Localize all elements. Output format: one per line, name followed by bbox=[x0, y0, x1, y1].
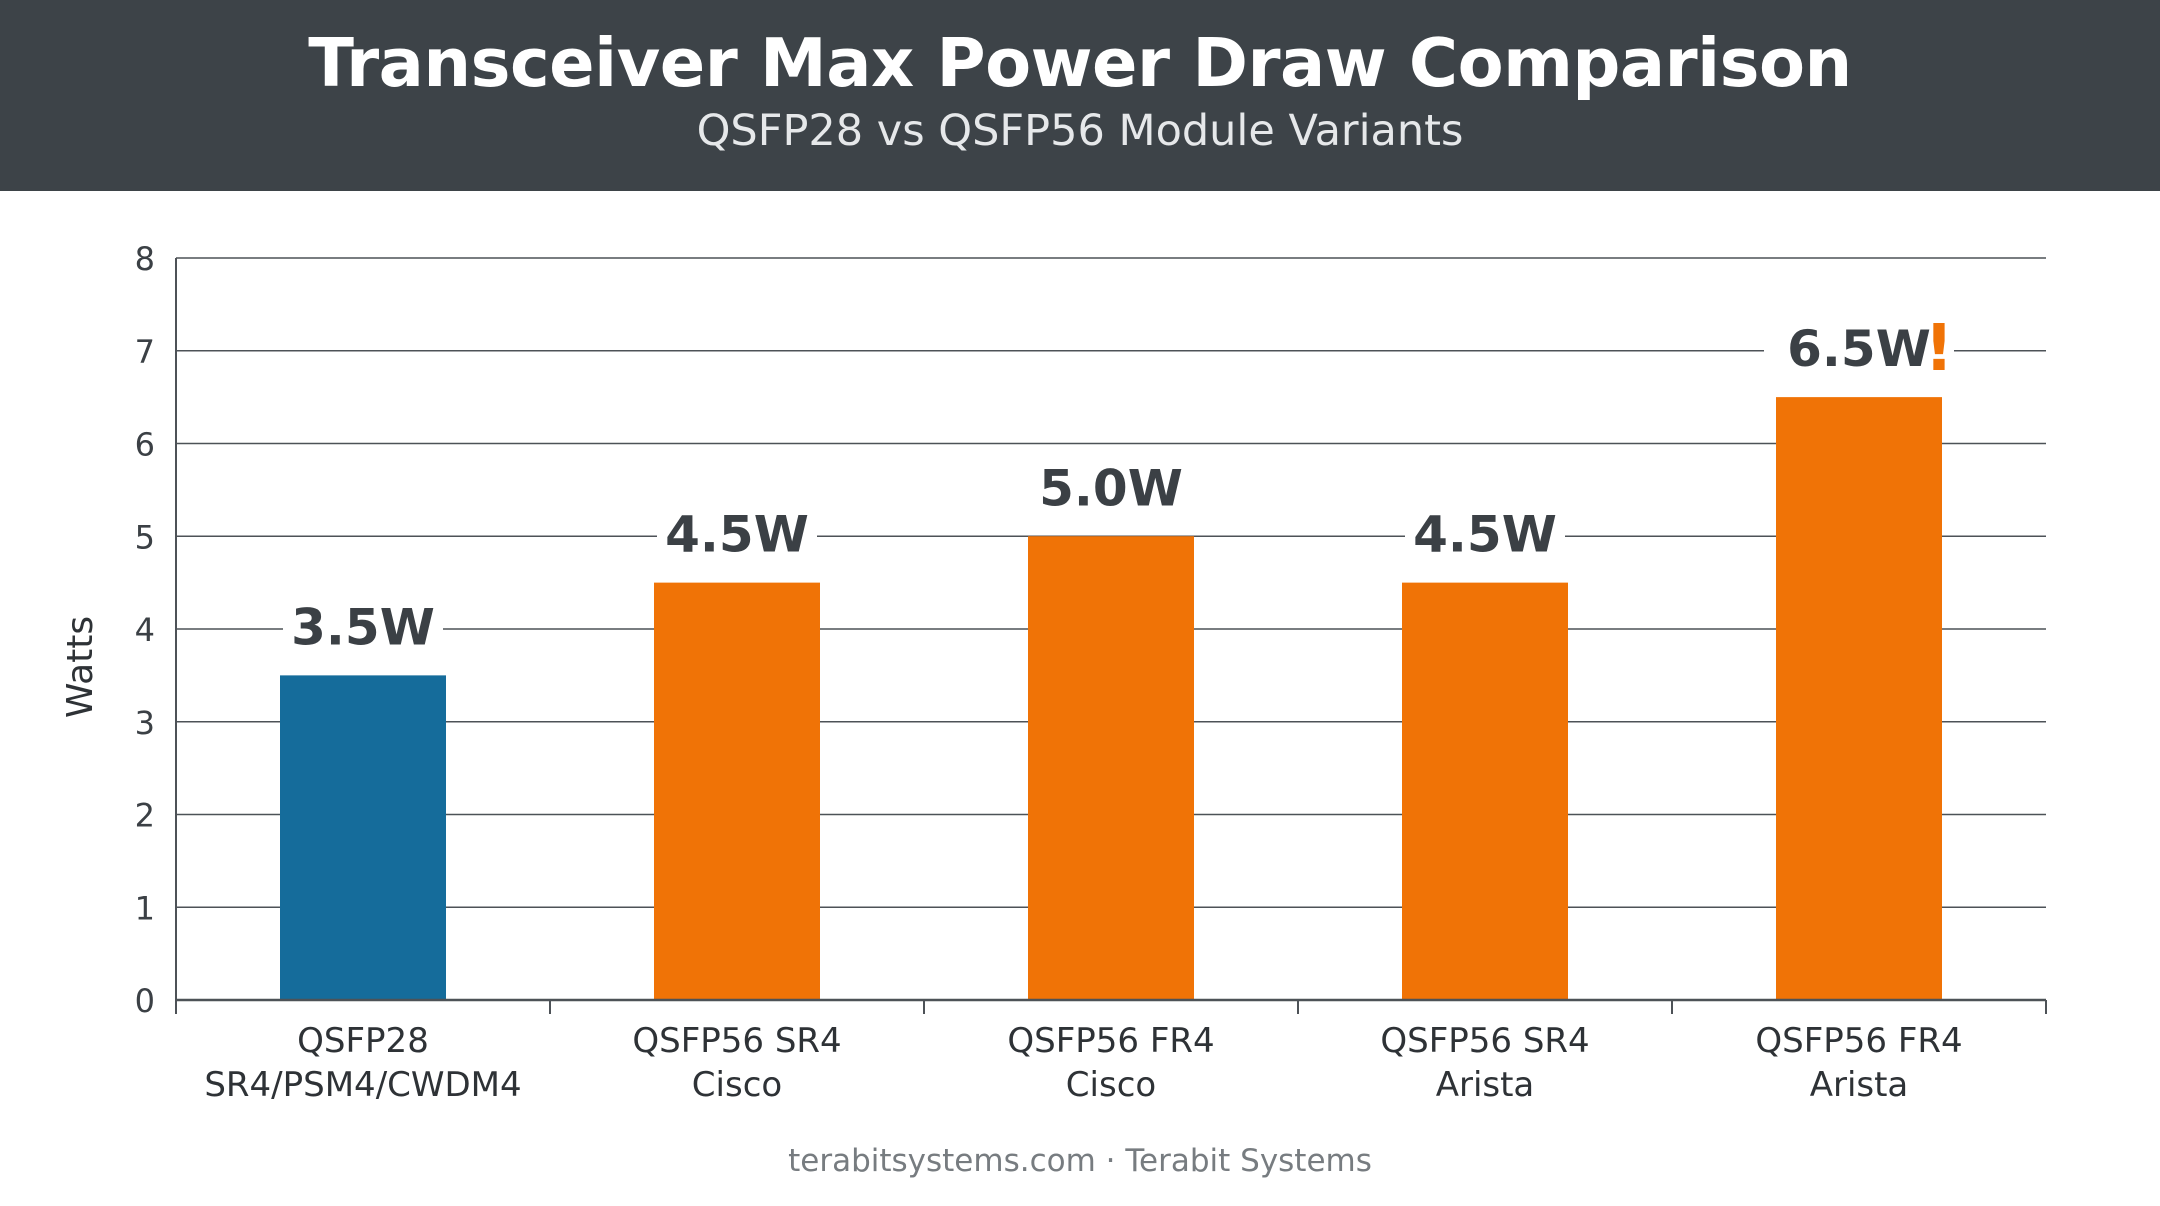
source-footer: terabitsystems.com · Terabit Systems bbox=[788, 1143, 1372, 1179]
y-tick-label: 2 bbox=[135, 797, 155, 835]
y-axis-label: Watts bbox=[60, 616, 101, 718]
label-backdrop bbox=[1405, 493, 1565, 564]
x-tick-label: Cisco bbox=[692, 1065, 782, 1105]
x-tick-label: Cisco bbox=[1066, 1065, 1156, 1105]
y-tick-label: 5 bbox=[135, 518, 155, 556]
y-tick-label: 3 bbox=[135, 704, 155, 742]
bar bbox=[280, 675, 446, 1000]
x-tick-label: QSFP56 SR4 bbox=[1380, 1021, 1589, 1061]
x-tick-label: SR4/PSM4/CWDM4 bbox=[204, 1065, 521, 1105]
y-tick-label: 7 bbox=[135, 333, 155, 371]
bar bbox=[654, 582, 820, 1000]
label-backdrop bbox=[1764, 308, 1954, 379]
bar bbox=[1028, 536, 1194, 1000]
x-tick-label: Arista bbox=[1810, 1065, 1909, 1105]
data-labels: 3.5W 4.5W 5.0W 4.5W 6.5W! bbox=[291, 312, 1953, 656]
data-label: 4.5W bbox=[1413, 506, 1557, 564]
y-tick-label: 6 bbox=[135, 426, 155, 464]
data-label: 5.0W bbox=[1039, 459, 1183, 517]
y-tick-label: 0 bbox=[135, 982, 155, 1020]
x-tick-label: QSFP56 FR4 bbox=[1007, 1021, 1214, 1061]
chart-title: Transceiver Max Power Draw Comparison bbox=[308, 24, 1852, 102]
y-tick-label: 8 bbox=[135, 240, 155, 278]
data-label: 6.5W bbox=[1787, 320, 1931, 378]
data-label: 3.5W bbox=[291, 598, 435, 656]
bar bbox=[1776, 397, 1942, 1000]
bars bbox=[280, 308, 1954, 1000]
bar bbox=[1402, 582, 1568, 1000]
label-backdrop bbox=[283, 586, 443, 657]
x-tick-label: QSFP56 FR4 bbox=[1755, 1021, 1962, 1061]
data-label: 4.5W bbox=[665, 506, 809, 564]
y-tick-label: 4 bbox=[135, 611, 155, 649]
x-tick-label: QSFP56 SR4 bbox=[632, 1021, 841, 1061]
x-tick-label: Arista bbox=[1436, 1065, 1535, 1105]
y-tick-labels: 0 1 2 3 4 5 6 7 8 bbox=[135, 240, 155, 1020]
label-backdrop bbox=[1031, 447, 1191, 518]
y-tick-label: 1 bbox=[135, 889, 155, 927]
chart-subtitle: QSFP28 vs QSFP56 Module Variants bbox=[696, 106, 1464, 156]
chart-header: Transceiver Max Power Draw Comparison QS… bbox=[0, 0, 2160, 191]
label-backdrop bbox=[657, 493, 817, 564]
warning-annotation: ! bbox=[1924, 312, 1953, 386]
axes bbox=[175, 258, 2047, 1014]
x-tick-label: QSFP28 bbox=[297, 1021, 429, 1061]
